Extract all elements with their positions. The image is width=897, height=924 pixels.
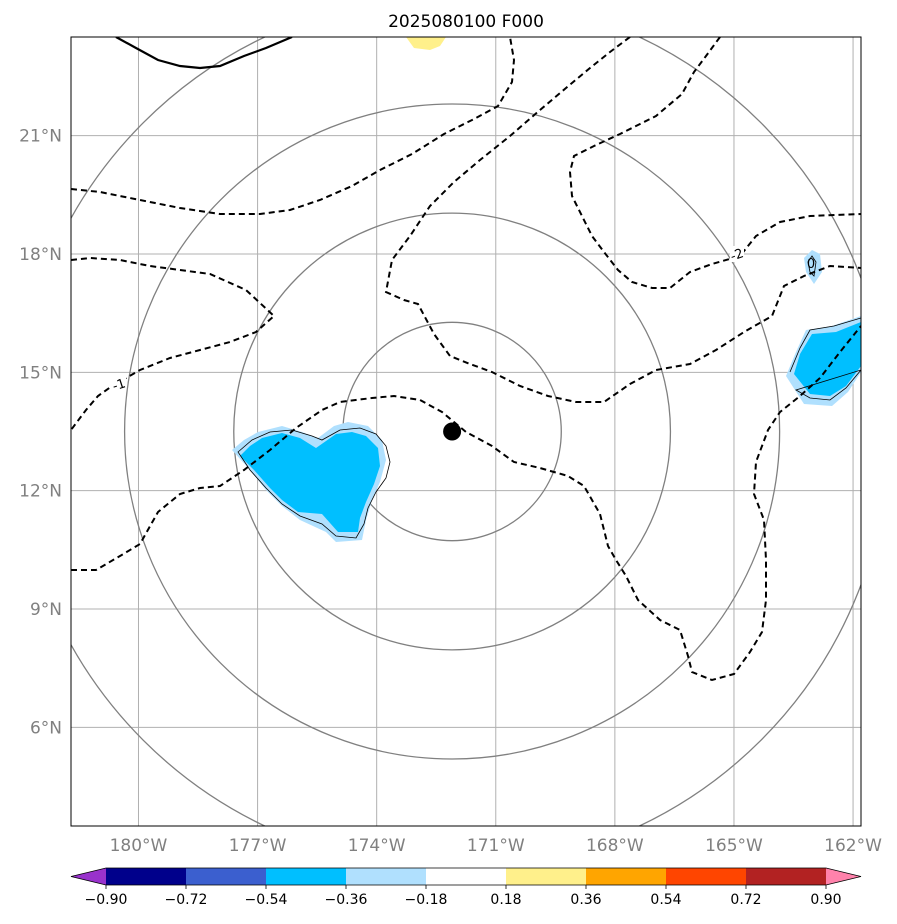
colorbar-extend-high bbox=[826, 868, 861, 885]
y-tick-label: 21°N bbox=[19, 127, 62, 147]
x-tick-label: 171°W bbox=[467, 836, 525, 856]
x-tick-labels: 180°W 177°W 174°W 171°W 168°W 165°W 162°W bbox=[110, 836, 883, 856]
colorbar-tick-label: −0.36 bbox=[325, 892, 368, 908]
zero-contour-east bbox=[789, 317, 861, 401]
colorbar-tick-label: −0.90 bbox=[85, 892, 128, 908]
axes-frame bbox=[70, 36, 862, 827]
solid-contour-top bbox=[115, 37, 293, 70]
x-tick-label: 165°W bbox=[705, 836, 763, 856]
contour-label-minus2: -2 bbox=[729, 246, 746, 265]
dashed-contour-left bbox=[71, 256, 276, 431]
colorbar-tick-label: −0.18 bbox=[405, 892, 448, 908]
x-tick-label: 162°W bbox=[824, 836, 882, 856]
range-circle-2 bbox=[233, 212, 672, 651]
dashed-contour-center bbox=[384, 37, 861, 403]
x-tick-label: 174°W bbox=[348, 836, 406, 856]
colorbar-tick-label: 0.90 bbox=[810, 892, 841, 908]
colorbar-bin bbox=[106, 868, 187, 885]
x-tick-label: 177°W bbox=[229, 836, 287, 856]
y-tick-labels: 6°N 9°N 12°N 15°N 18°N 21°N bbox=[19, 127, 62, 739]
contour-label-minus1: -1 bbox=[111, 376, 128, 394]
colorbar-bin bbox=[666, 868, 747, 885]
dashed-contour-top-left bbox=[71, 37, 516, 215]
range-circle-3 bbox=[123, 103, 781, 760]
colorbar: −0.90 −0.72 −0.54 −0.36 −0.18 0.18 0.36 0.54 0.7… bbox=[70, 867, 862, 908]
x-tick-label: 168°W bbox=[586, 836, 644, 856]
colorbar-tick-label: 0.36 bbox=[570, 892, 601, 908]
colorbar-bin bbox=[586, 868, 667, 885]
y-tick-label: 9°N bbox=[30, 600, 62, 620]
colorbar-bin bbox=[266, 868, 347, 885]
shade-light-blue-small bbox=[804, 250, 822, 284]
y-tick-label: 6°N bbox=[30, 718, 62, 738]
colorbar-tick-label: 0.18 bbox=[490, 892, 521, 908]
y-tick-label: 18°N bbox=[19, 245, 62, 265]
colorbar-extend-low bbox=[71, 868, 106, 885]
colorbar-bin bbox=[426, 868, 507, 885]
colorbar-tick-label: −0.54 bbox=[245, 892, 288, 908]
colorbar-tick-label: 0.72 bbox=[730, 892, 761, 908]
storm-center-marker bbox=[443, 422, 462, 441]
contour-label-zero: 0 bbox=[807, 257, 815, 272]
y-tick-label: 12°N bbox=[19, 482, 62, 502]
colorbar-bin bbox=[346, 868, 427, 885]
colorbar-tick-label: 0.54 bbox=[650, 892, 681, 908]
shade-yellow-top bbox=[406, 37, 446, 50]
zero-contour-west bbox=[237, 427, 391, 539]
colorbar-bin bbox=[506, 868, 587, 885]
colorbar-bin bbox=[186, 868, 267, 885]
gridlines bbox=[71, 37, 861, 826]
plot-area: -1 -2 0 bbox=[71, 37, 861, 826]
shade-blue-east bbox=[794, 322, 861, 396]
colorbar-bin bbox=[746, 868, 827, 885]
shaded-area-west bbox=[232, 422, 391, 542]
x-tick-label: 180°W bbox=[110, 836, 168, 856]
shaded-area-east bbox=[786, 250, 861, 406]
zero-contour-small bbox=[807, 255, 817, 277]
y-tick-label: 15°N bbox=[19, 363, 62, 383]
colorbar-tick-label: −0.72 bbox=[165, 892, 208, 908]
chart-title: 2025080100 F000 bbox=[388, 12, 544, 32]
dashed-contour-southwest bbox=[71, 325, 861, 682]
contour-labels: -1 -2 0 bbox=[111, 246, 815, 395]
shade-blue-west bbox=[240, 432, 380, 532]
